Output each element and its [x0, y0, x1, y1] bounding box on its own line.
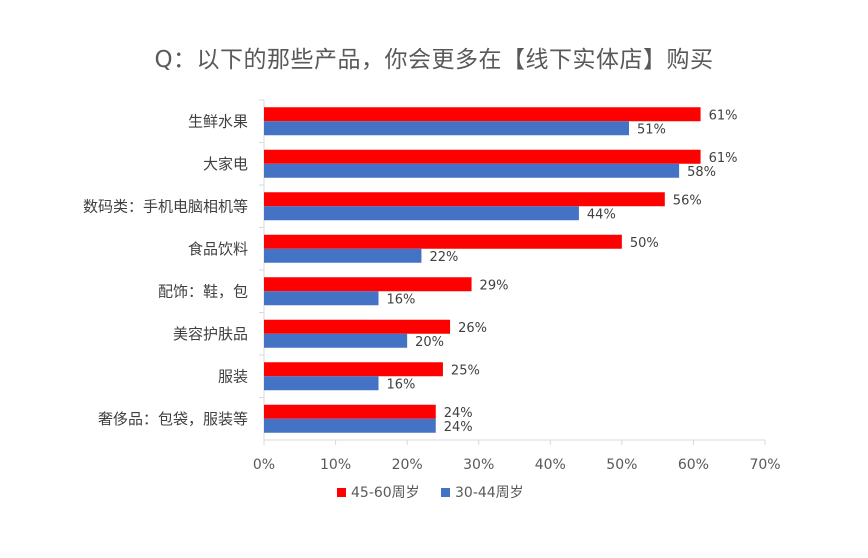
- chart-labels: 生鲜水果 61%51%大家电 61%58%数码类：手机电脑相机等 56%44%食品饮料…: [83, 108, 738, 435]
- bar: [264, 362, 443, 377]
- data-label: 24%: [444, 420, 473, 435]
- bar: [264, 121, 630, 136]
- legend-swatch: [337, 488, 346, 497]
- data-label: 61%: [709, 151, 738, 166]
- data-label: 16%: [387, 377, 416, 392]
- bar: [264, 319, 451, 334]
- bar: [264, 277, 472, 292]
- x-tick-label: 40%: [535, 457, 566, 473]
- data-label: 58%: [687, 165, 716, 180]
- data-label: 44%: [587, 207, 616, 222]
- category-label: 服装: [218, 367, 248, 385]
- legend-label: 45-60周岁: [351, 485, 420, 501]
- data-label: 20%: [415, 335, 444, 350]
- bar: [264, 291, 379, 306]
- x-tick-label: 30%: [463, 457, 494, 473]
- data-label: 50%: [630, 236, 659, 251]
- x-tick-label: 60%: [678, 457, 709, 473]
- x-tick-label: 0%: [253, 457, 275, 473]
- category-label: 配饰：鞋，包: [158, 282, 248, 300]
- data-label: 26%: [458, 321, 487, 336]
- x-tick-label: 10%: [320, 457, 351, 473]
- x-tick-label: 50%: [606, 457, 637, 473]
- bar: [264, 248, 422, 263]
- bar: [264, 404, 436, 419]
- bar: [264, 163, 680, 178]
- data-label: 22%: [429, 250, 458, 265]
- category-label: 大家电: [203, 155, 248, 173]
- bar: [264, 418, 436, 433]
- legend-swatch: [441, 488, 450, 497]
- category-label: 奢侈品：包袋，服装等: [98, 410, 248, 428]
- category-label: 生鲜水果: [188, 112, 248, 130]
- category-label: 数码类：手机电脑相机等: [83, 197, 248, 215]
- data-label: 25%: [451, 363, 480, 378]
- bar: [264, 333, 408, 348]
- chart-axes: 0% 10% 20% 30% 40% 50% 60% 70%: [253, 99, 781, 473]
- data-label: 29%: [480, 278, 509, 293]
- data-label: 51%: [637, 122, 666, 137]
- data-label: 16%: [387, 292, 416, 307]
- bar: [264, 234, 622, 249]
- legend-label: 30-44周岁: [455, 485, 524, 501]
- x-tick-label: 70%: [749, 457, 780, 473]
- category-label: 美容护肤品: [173, 325, 248, 343]
- bar: [264, 206, 579, 221]
- chart-bars: [264, 107, 701, 433]
- data-label: 61%: [709, 108, 738, 123]
- chart-legend: 45-60周岁 30-44周岁: [337, 485, 524, 501]
- bar: [264, 107, 701, 122]
- data-label: 56%: [673, 193, 702, 208]
- chart-title: Q：以下的那些产品，你会更多在【线下实体店】购买: [154, 47, 714, 73]
- bar: [264, 376, 379, 391]
- bar: [264, 149, 701, 164]
- bar: [264, 192, 665, 207]
- category-label: 食品饮料: [188, 240, 248, 258]
- data-label: 24%: [444, 406, 473, 421]
- x-tick-label: 20%: [392, 457, 423, 473]
